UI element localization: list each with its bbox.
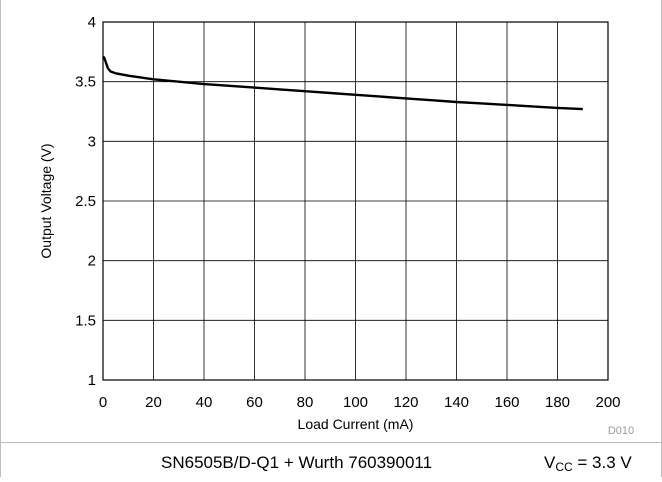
y-axis-label: Output Voltage (V) xyxy=(38,143,54,258)
series-line xyxy=(102,55,583,111)
y-tick-label: 2 xyxy=(88,253,96,270)
x-tick-label: 160 xyxy=(494,394,519,411)
y-tick-label: 1 xyxy=(88,372,96,389)
y-tick-label: 1.5 xyxy=(75,312,96,329)
x-tick-label: 60 xyxy=(246,394,263,411)
caption-device: SN6505B/D-Q1 + Wurth 760390011 xyxy=(161,453,433,472)
x-tick-label: 80 xyxy=(297,394,314,411)
caption-condition-subscript: CC xyxy=(555,460,573,474)
x-tick-label: 100 xyxy=(343,394,368,411)
caption-condition-suffix: = 3.3 V xyxy=(572,453,632,472)
y-tick-label: 3 xyxy=(88,133,96,150)
x-tick-label: 180 xyxy=(545,394,570,411)
x-tick-label: 120 xyxy=(393,394,418,411)
plot-area xyxy=(102,21,609,381)
y-tick-label: 3.5 xyxy=(75,74,96,91)
x-tick-label: 140 xyxy=(444,394,469,411)
y-tick-label: 2.5 xyxy=(75,193,96,210)
caption-condition-prefix: V xyxy=(544,453,556,472)
series-layer xyxy=(102,55,583,111)
x-tick-label: 0 xyxy=(99,394,107,411)
x-tick-label: 200 xyxy=(595,394,620,411)
caption-condition: VCC = 3.3 V xyxy=(544,453,632,474)
grid xyxy=(103,22,608,380)
figure-id: D010 xyxy=(608,425,634,437)
x-tick-label: 40 xyxy=(196,394,213,411)
x-tick-label: 20 xyxy=(145,394,162,411)
tick-labels: 0 20 40 60 80 100 120 140 160 180 200 1 1.5 2 2.5 3 3.5 4 xyxy=(75,14,620,411)
x-axis-label: Load Current (mA) xyxy=(298,416,414,432)
y-tick-label: 4 xyxy=(88,14,96,31)
